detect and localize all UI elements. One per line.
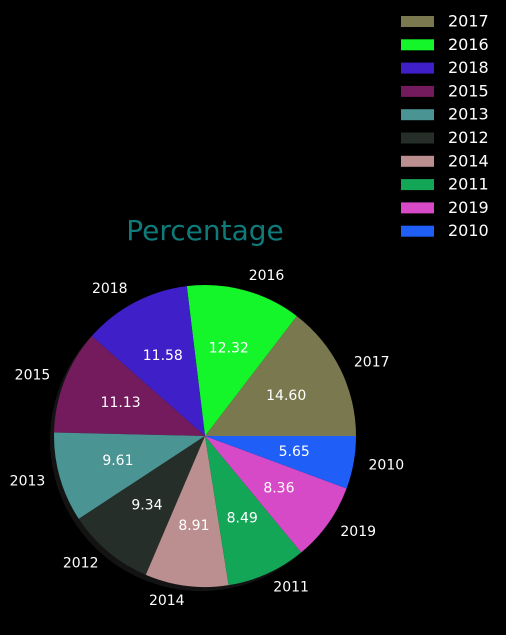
legend-swatch-2011: [401, 179, 434, 190]
legend-swatch-2018: [401, 63, 434, 74]
legend-label-2013: 2013: [448, 105, 489, 124]
slice-value-2017: 14.60: [266, 388, 306, 404]
slice-value-2019: 8.36: [263, 481, 294, 497]
legend-swatch-2016: [401, 39, 434, 50]
slice-label-2018: 2018: [92, 281, 128, 297]
legend-swatch-2019: [401, 202, 434, 213]
legend-swatch-2017: [401, 16, 434, 27]
slice-label-2015: 2015: [15, 368, 51, 384]
pie-slices: [54, 285, 356, 587]
legend-label-2011: 2011: [448, 175, 489, 194]
slice-value-2011: 8.49: [227, 511, 258, 527]
legend-swatch-2015: [401, 86, 434, 97]
legend-label-2015: 2015: [448, 81, 489, 100]
legend-swatch-2010: [401, 226, 434, 237]
legend-label-2014: 2014: [448, 151, 489, 170]
slice-value-2013: 9.61: [102, 453, 133, 469]
legend-swatch-2014: [401, 156, 434, 167]
slice-label-2011: 2011: [273, 579, 309, 595]
legend-label-2016: 2016: [448, 35, 489, 54]
slice-value-2016: 12.32: [209, 341, 249, 357]
slice-value-2012: 9.34: [131, 498, 162, 514]
slice-label-2019: 2019: [340, 524, 376, 540]
slice-label-2010: 2010: [369, 457, 405, 473]
chart-title: Percentage: [126, 214, 284, 247]
slice-label-2017: 2017: [354, 355, 390, 371]
legend-label-2019: 2019: [448, 198, 489, 217]
legend-label-2010: 2010: [448, 221, 489, 240]
legend-swatch-2013: [401, 109, 434, 120]
slice-label-2016: 2016: [249, 268, 285, 284]
slice-value-2014: 8.91: [178, 518, 209, 534]
slice-label-2014: 2014: [149, 593, 185, 609]
slice-value-2010: 5.65: [279, 444, 310, 460]
legend: 2017 2016 2018 2015 2013 2012 2014 2011 2019 2010: [401, 12, 489, 241]
legend-swatch-2012: [401, 133, 434, 144]
legend-label-2017: 2017: [448, 12, 489, 31]
slice-label-2012: 2012: [63, 555, 99, 571]
slice-value-2018: 11.58: [143, 348, 183, 364]
slice-label-2013: 2013: [10, 474, 46, 490]
legend-label-2018: 2018: [448, 58, 489, 77]
legend-label-2012: 2012: [448, 128, 489, 147]
slice-value-2015: 11.13: [101, 395, 141, 411]
